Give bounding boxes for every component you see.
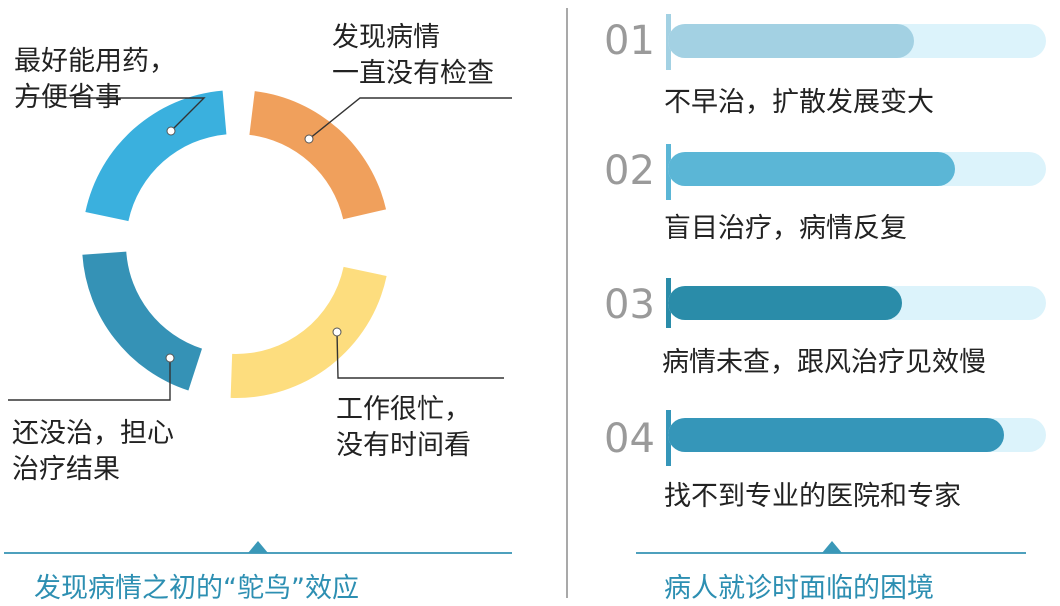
left-caption-triangle (248, 541, 268, 553)
progress-fill (668, 418, 1005, 452)
item-number: 03 (604, 282, 655, 328)
annotation-no-checkup: 发现病情 一直没有检查 (332, 22, 494, 89)
donut-chart (8, 90, 512, 401)
annotation-worried-result: 还没治，担心 治疗结果 (12, 418, 174, 485)
leader-too-busy (336, 331, 504, 379)
progress-fill (668, 152, 956, 186)
right-caption-line (636, 552, 1026, 554)
leader-dot (166, 126, 176, 136)
segment-convenient-medicine (85, 90, 227, 222)
progress-track (668, 286, 1046, 320)
segment-worried-result (82, 251, 203, 391)
segment-no-checkup (249, 91, 387, 220)
leader-convenient-medicine (16, 97, 206, 132)
progress-track (668, 418, 1046, 452)
item-label: 盲目治疗，病情反复 (664, 213, 907, 244)
segment-too-busy (230, 266, 387, 398)
right-caption: 病人就诊时面临的困境 (664, 573, 934, 604)
left-caption-line (4, 552, 512, 554)
progress-track (668, 24, 1046, 58)
item-number: 01 (604, 18, 655, 64)
progress-track (668, 152, 1046, 186)
leader-dot (332, 327, 342, 337)
item-number: 02 (604, 148, 655, 194)
item-label: 不早治，扩散发展变大 (664, 87, 934, 118)
annotation-too-busy: 工作很忙， 没有时间看 (336, 394, 471, 461)
center-divider (566, 8, 568, 598)
annotation-convenient-medicine: 最好能用药， 方便省事 (14, 46, 176, 113)
leader-worried-result (8, 358, 171, 401)
item-label: 病情未查，跟风治疗见效慢 (662, 347, 986, 378)
progress-fill (668, 24, 914, 58)
leader-no-checkup (308, 97, 512, 140)
right-caption-triangle (822, 541, 842, 553)
leader-dot (165, 353, 175, 363)
leader-dot (304, 134, 314, 144)
item-label: 找不到专业的医院和专家 (664, 481, 961, 512)
item-number: 04 (604, 416, 655, 462)
left-caption: 发现病情之初的“鸵鸟”效应 (34, 573, 359, 604)
progress-fill (668, 286, 903, 320)
